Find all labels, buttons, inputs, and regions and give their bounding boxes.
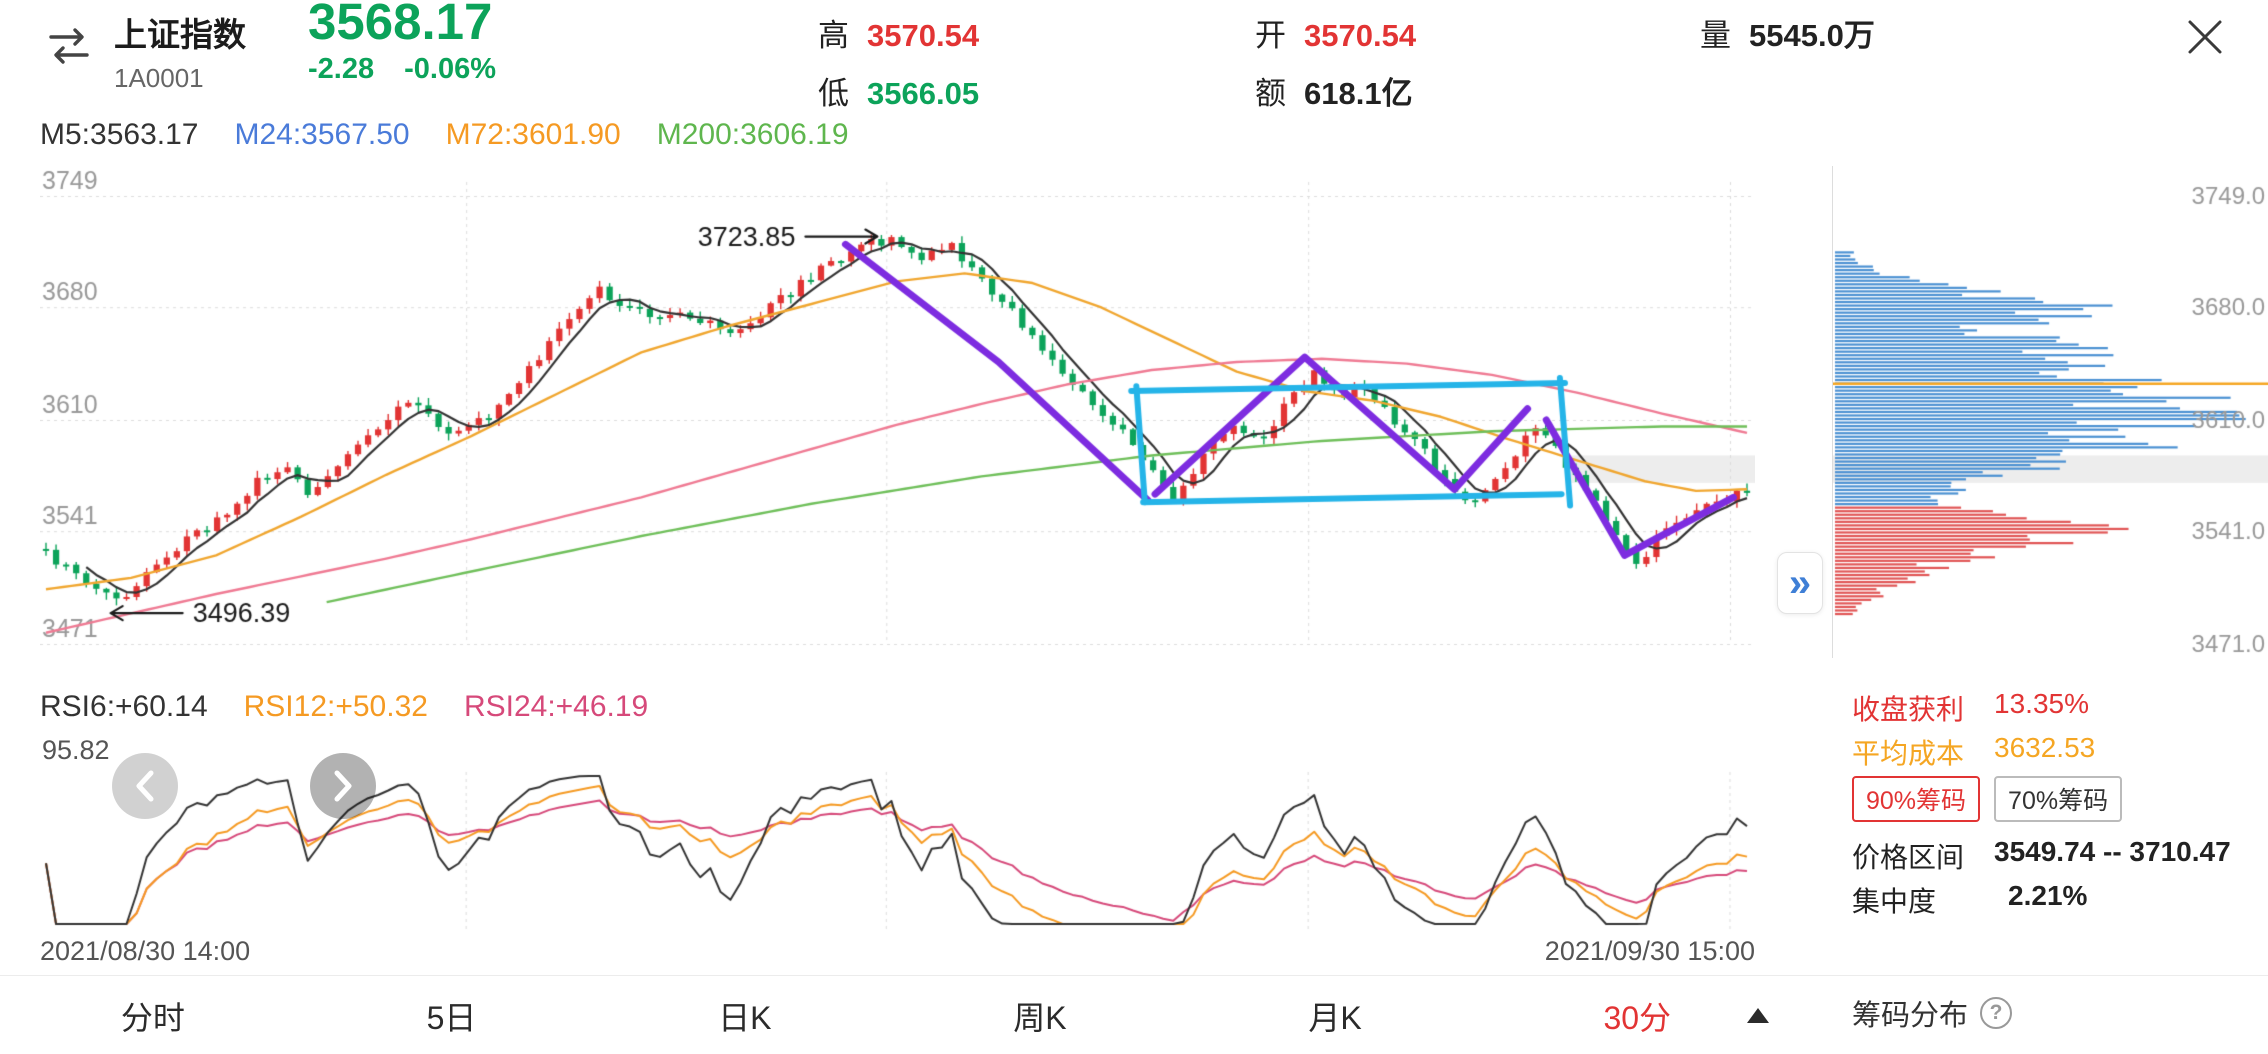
concentration-label: 集中度 — [1852, 886, 1937, 917]
last-price: 3568.17 — [308, 0, 493, 50]
scroll-right-button[interactable] — [310, 753, 376, 819]
amount-value: 618.1亿 — [1304, 76, 1413, 111]
ma24-label: M24:3567.50 — [234, 118, 410, 151]
stock-identity: 上证指数 1A0001 — [114, 8, 246, 94]
period-caret-icon[interactable] — [1747, 1008, 1769, 1023]
stock-name: 上证指数 — [114, 16, 246, 53]
time-axis-end: 2021/09/30 15:00 — [1544, 936, 1755, 966]
concentration-row: 集中度 2.21% — [1852, 880, 2087, 920]
expand-icon[interactable] — [1777, 552, 1823, 614]
open-label: 开 — [1255, 18, 1286, 53]
low-value: 3566.05 — [867, 76, 980, 111]
tab-timeshare[interactable]: 分时 — [120, 999, 185, 1036]
high-low-column: 高 3570.54 低 3566.05 — [818, 10, 979, 113]
ma5-label: M5:3563.17 — [40, 118, 199, 151]
rsi12-label: RSI12:+50.32 — [243, 690, 428, 723]
quote-header: 上证指数 1A0001 3568.17 -2.28 -0.06% 高 3570.… — [0, 0, 2268, 111]
change-value: -2.28 — [308, 53, 375, 85]
rsi-indicator-row: RSI6:+60.14 RSI12:+50.32 RSI24:+46.19 — [40, 690, 648, 724]
price-block: 3568.17 -2.28 -0.06% — [308, 0, 496, 86]
high-value: 3570.54 — [867, 18, 980, 53]
rsi-indicator-chart[interactable] — [40, 768, 1755, 934]
ma-indicator-row: M5:3563.17 M24:3567.50 M72:3601.90 M200:… — [40, 118, 849, 152]
profit-label: 收盘获利 — [1852, 694, 1965, 725]
price-range-value: 3549.74 -- 3710.47 — [1994, 836, 2231, 867]
tab-monthly-k[interactable]: 月K — [1308, 999, 1362, 1036]
ma200-label: M200:3606.19 — [656, 118, 849, 151]
tab-daily-k[interactable]: 日K — [718, 999, 772, 1036]
chip-distribution-label: 筹码分布 — [1852, 1000, 1969, 1032]
avg-cost-label: 平均成本 — [1852, 738, 1965, 769]
tab-5day[interactable]: 5日 — [426, 999, 477, 1036]
rsi-scale-max-label: 95.82 — [42, 735, 110, 765]
tab-30min[interactable]: 30分 — [1603, 999, 1672, 1036]
stock-code: 1A0001 — [114, 63, 204, 93]
close-icon[interactable] — [2182, 14, 2228, 65]
open-amount-column: 开 3570.54 额 618.1亿 — [1255, 10, 1416, 113]
chip-buttons-row: 90%筹码 70%筹码 — [1852, 776, 2123, 822]
concentration-value: 2.21% — [2008, 880, 2088, 911]
main-candlestick-chart[interactable] — [40, 166, 1755, 658]
switch-stock-icon[interactable] — [46, 24, 92, 73]
price-range-row: 价格区间 3549.74 -- 3710.47 — [1852, 836, 2231, 876]
rsi24-label: RSI24:+46.19 — [463, 690, 649, 723]
profit-value: 13.35% — [1994, 688, 2089, 719]
price-range-label: 价格区间 — [1852, 842, 1965, 873]
help-icon[interactable] — [1980, 997, 2013, 1029]
profit-row: 收盘获利 13.35% — [1852, 688, 2089, 728]
change-percent: -0.06% — [404, 53, 496, 85]
price-change-row: -2.28 -0.06% — [308, 53, 496, 86]
tab-weekly-k[interactable]: 周K — [1013, 999, 1067, 1036]
chip-distribution-chart[interactable] — [1832, 166, 2268, 658]
rsi6-label: RSI6:+60.14 — [40, 690, 208, 723]
chip-70-button[interactable]: 70%筹码 — [1994, 776, 2123, 822]
ma72-label: M72:3601.90 — [445, 118, 621, 151]
volume-column: 量 5545.0万 — [1700, 10, 1875, 55]
time-axis-start: 2021/08/30 14:00 — [40, 936, 251, 966]
low-label: 低 — [818, 76, 849, 111]
period-tab-bar: 分时 5日 日K 周K 月K 30分 — [0, 975, 2268, 1054]
chip-distribution-footer: 筹码分布 — [1852, 992, 2013, 1034]
avg-cost-value: 3632.53 — [1994, 732, 2096, 763]
high-label: 高 — [818, 18, 849, 53]
scroll-left-button[interactable] — [112, 753, 178, 819]
chip-90-button[interactable]: 90%筹码 — [1852, 776, 1981, 822]
avg-cost-row: 平均成本 3632.53 — [1852, 732, 2095, 772]
volume-label: 量 — [1700, 18, 1731, 53]
amount-label: 额 — [1255, 76, 1286, 111]
open-value: 3570.54 — [1304, 18, 1417, 53]
volume-value: 5545.0万 — [1749, 18, 1875, 53]
